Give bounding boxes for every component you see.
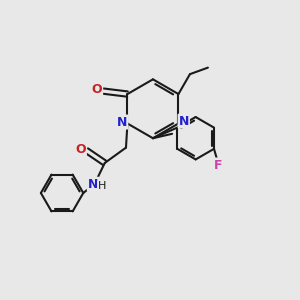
Text: O: O xyxy=(92,83,102,96)
Text: N: N xyxy=(117,116,127,128)
Text: N: N xyxy=(178,115,189,128)
Text: N: N xyxy=(88,178,98,191)
Text: H: H xyxy=(98,181,106,191)
Text: F: F xyxy=(214,158,223,172)
Text: O: O xyxy=(75,142,86,156)
